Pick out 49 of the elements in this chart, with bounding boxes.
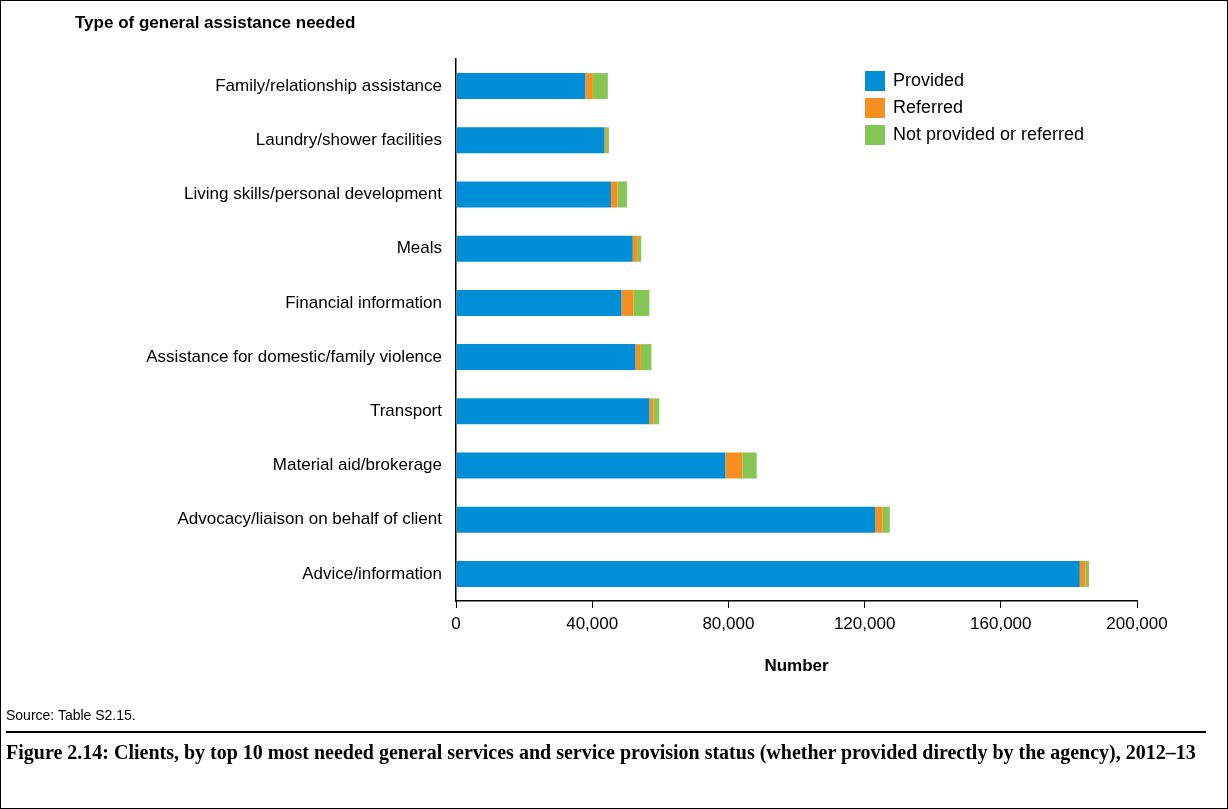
y-tick-label: Family/relationship assistance: [215, 75, 442, 95]
bar: [456, 73, 586, 100]
x-tick-label: 40,000: [566, 613, 619, 633]
source-note: Source: Table S2.15.: [6, 707, 136, 723]
bar: [456, 398, 650, 425]
bar: [456, 344, 636, 371]
bar: [617, 181, 627, 208]
y-tick-label: Assistance for domestic/family violence: [146, 346, 442, 366]
bar: [456, 127, 605, 154]
bar: [585, 73, 593, 100]
bar: [456, 452, 726, 479]
bar: [875, 506, 883, 533]
x-tick-label: 0: [451, 613, 461, 633]
bar: [621, 289, 634, 316]
bar: [633, 289, 650, 316]
y-tick-label: Living skills/personal development: [184, 184, 443, 204]
bar: [653, 398, 660, 425]
x-tick-label: 120,000: [833, 613, 896, 633]
x-tick-label: 80,000: [702, 613, 755, 633]
bar: [456, 506, 876, 533]
bar: [592, 73, 608, 100]
bar: [882, 506, 890, 533]
y-axis-title: Type of general assistance needed: [75, 13, 356, 33]
bar: [1079, 560, 1086, 587]
y-tick-label: Financial information: [285, 292, 442, 312]
text: Figure 2.14: Clients, by top 10 most needed general services and service provision status (whether provided directly by the agency), 2012–13: [6, 731, 1206, 765]
bar: [456, 289, 622, 316]
y-tick-label: Material aid/brokerage: [272, 455, 442, 475]
bar: [640, 344, 652, 371]
legend-label: Referred: [893, 97, 964, 118]
bar: [610, 181, 618, 208]
y-tick-label: Transport: [369, 400, 443, 420]
bar: [456, 560, 1080, 587]
y-tick-label: Advice/information: [302, 563, 442, 583]
y-tick-label: Laundry/shower facilities: [255, 129, 442, 149]
x-axis-title: Number: [764, 656, 829, 676]
bar: [725, 452, 743, 479]
bar: [742, 452, 757, 479]
y-tick-label: Advocacy/liaison on behalf of client: [177, 509, 443, 529]
x-tick-label: 160,000: [970, 613, 1032, 633]
legend-label: Not provided or referred: [893, 124, 1085, 145]
bar: [649, 398, 654, 425]
x-tick-label: 200,000: [1106, 613, 1168, 633]
legend-label: Provided: [893, 70, 965, 91]
bar: [632, 235, 638, 262]
bar: [635, 344, 641, 371]
bar: [456, 235, 633, 262]
y-tick-label: Meals: [396, 238, 442, 258]
bar: [456, 181, 611, 208]
